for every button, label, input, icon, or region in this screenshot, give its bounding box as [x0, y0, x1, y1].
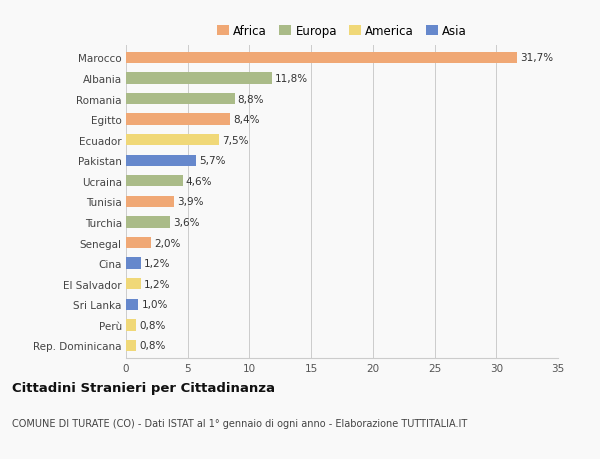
Bar [126, 258, 141, 269]
Text: 8,8%: 8,8% [238, 94, 264, 104]
Bar [126, 176, 183, 187]
Bar [126, 217, 170, 228]
Text: 1,0%: 1,0% [142, 300, 168, 310]
Text: Cittadini Stranieri per Cittadinanza: Cittadini Stranieri per Cittadinanza [12, 381, 275, 394]
Bar [126, 155, 196, 167]
Text: 7,5%: 7,5% [221, 135, 248, 146]
Bar [126, 53, 517, 64]
Legend: Africa, Europa, America, Asia: Africa, Europa, America, Asia [212, 21, 472, 43]
Text: 1,2%: 1,2% [144, 279, 170, 289]
Text: 0,8%: 0,8% [139, 320, 166, 330]
Text: 8,4%: 8,4% [233, 115, 259, 125]
Bar [126, 114, 230, 125]
Text: 11,8%: 11,8% [275, 74, 308, 84]
Text: 3,9%: 3,9% [177, 197, 204, 207]
Bar [126, 340, 136, 351]
Text: 2,0%: 2,0% [154, 238, 180, 248]
Text: 1,2%: 1,2% [144, 258, 170, 269]
Bar [126, 319, 136, 331]
Text: 0,8%: 0,8% [139, 341, 166, 351]
Text: 4,6%: 4,6% [186, 176, 212, 186]
Text: 31,7%: 31,7% [520, 53, 553, 63]
Bar [126, 196, 174, 207]
Text: 3,6%: 3,6% [173, 218, 200, 228]
Bar [126, 134, 218, 146]
Text: COMUNE DI TURATE (CO) - Dati ISTAT al 1° gennaio di ogni anno - Elaborazione TUT: COMUNE DI TURATE (CO) - Dati ISTAT al 1°… [12, 418, 467, 428]
Bar [126, 237, 151, 249]
Bar [126, 299, 139, 310]
Bar [126, 73, 272, 84]
Bar [126, 279, 141, 290]
Bar [126, 94, 235, 105]
Text: 5,7%: 5,7% [199, 156, 226, 166]
